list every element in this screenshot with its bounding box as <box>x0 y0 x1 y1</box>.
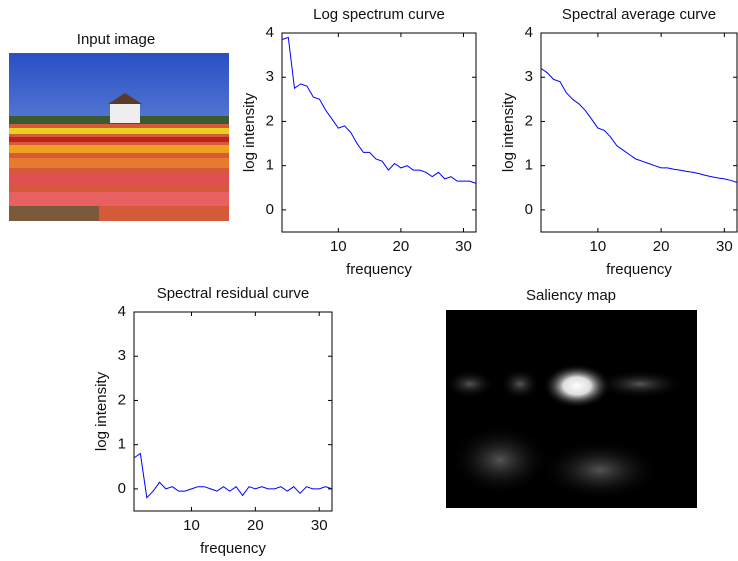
y-axis-label: log intensity <box>500 92 517 172</box>
line <box>281 36 477 184</box>
x-tick-label: 20 <box>393 238 410 255</box>
x-tick-label: 30 <box>716 238 733 255</box>
saliency-map <box>445 310 697 508</box>
image-title: Input image <box>77 31 155 48</box>
image-title: Saliency map <box>526 287 616 304</box>
y-tick-label: 2 <box>118 391 126 408</box>
y-tick-label: 1 <box>525 157 533 174</box>
y-tick-label: 0 <box>525 201 533 218</box>
y-tick-label: 3 <box>118 347 126 364</box>
chart-title: Log spectrum curve <box>313 6 445 23</box>
y-tick-label: 4 <box>525 24 533 41</box>
y-tick-label: 0 <box>266 201 274 218</box>
x-axis-label: frequency <box>200 540 266 557</box>
x-tick-label: 20 <box>247 517 264 534</box>
line <box>540 67 738 183</box>
y-tick-label: 1 <box>118 436 126 453</box>
y-tick-label: 4 <box>266 24 274 41</box>
input-image <box>9 53 229 221</box>
x-axis-label: frequency <box>606 261 672 278</box>
x-tick-label: 10 <box>330 238 347 255</box>
x-tick-label: 10 <box>183 517 200 534</box>
plot-frame <box>281 32 477 233</box>
y-axis-label: log intensity <box>241 92 258 172</box>
y-tick-label: 2 <box>266 112 274 129</box>
x-axis-label: frequency <box>346 261 412 278</box>
x-tick-label: 10 <box>590 238 607 255</box>
y-tick-label: 3 <box>525 68 533 85</box>
x-tick-label: 30 <box>311 517 328 534</box>
plot-frame <box>540 32 738 233</box>
x-tick-label: 30 <box>455 238 472 255</box>
plot-frame <box>133 311 333 512</box>
y-tick-label: 0 <box>118 480 126 497</box>
y-axis-label: log intensity <box>93 371 110 451</box>
y-tick-label: 1 <box>266 157 274 174</box>
x-tick-label: 20 <box>653 238 670 255</box>
y-tick-label: 3 <box>266 68 274 85</box>
chart-title: Spectral average curve <box>562 6 716 23</box>
y-tick-label: 4 <box>118 303 126 320</box>
y-tick-label: 2 <box>525 112 533 129</box>
chart-title: Spectral residual curve <box>157 285 310 302</box>
line <box>133 452 333 499</box>
